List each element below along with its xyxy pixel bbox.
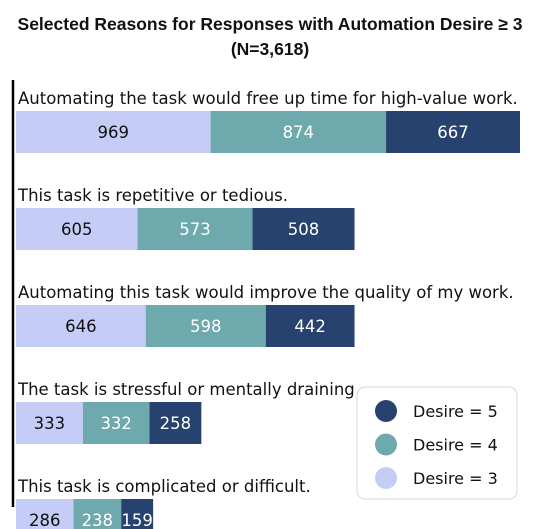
legend-label: Desire = 4 [413,436,498,455]
category-label: Automating this task would improve the q… [18,283,514,302]
bar-segment [265,305,355,347]
category-label: This task is repetitive or tedious. [17,186,288,205]
data-label: 874 [283,123,315,142]
data-label: 573 [179,220,211,239]
bar-segment [16,208,138,250]
bar-segment [145,305,266,347]
category-label: The task is stressful or mentally draini… [17,380,360,399]
bars-group: Automating the task would free up time f… [16,89,520,529]
bar-segment [16,402,83,444]
chart-title: Selected Reasons for Responses with Auto… [18,14,523,34]
category-label: Automating the task would free up time f… [18,89,518,108]
bar-segment [16,111,211,153]
bar-segment [82,402,150,444]
data-label: 598 [190,317,222,336]
legend: Desire = 5 Desire = 4 Desire = 3 [356,386,518,500]
data-label: 258 [160,414,192,433]
legend-label: Desire = 5 [413,402,498,421]
data-label: 286 [29,511,61,529]
legend-marker [375,467,397,489]
bar-segment [137,208,253,250]
bar-segment [252,208,355,250]
data-label: 969 [98,123,130,142]
data-label: 605 [61,220,93,239]
data-label: 238 [82,511,114,529]
bar-segment [73,499,122,529]
legend-box [356,386,518,500]
legend-label: Desire = 3 [413,469,498,488]
bar-segment [386,111,520,153]
bar-segment [149,402,202,444]
bar-segment [16,499,74,529]
category-label: This task is complicated or difficult. [17,477,311,496]
data-label: 159 [121,511,153,529]
bar-segment [210,111,387,153]
data-label: 646 [65,317,97,336]
bar-segment [121,499,154,529]
data-label: 333 [34,414,66,433]
legend-marker [375,400,397,422]
data-label: 332 [100,414,132,433]
data-label: 508 [288,220,320,239]
data-label: 667 [437,123,469,142]
chart-subtitle: (N=3,618) [231,39,309,59]
data-label: 442 [294,317,326,336]
bar-segment [16,305,146,347]
legend-marker [375,433,397,456]
